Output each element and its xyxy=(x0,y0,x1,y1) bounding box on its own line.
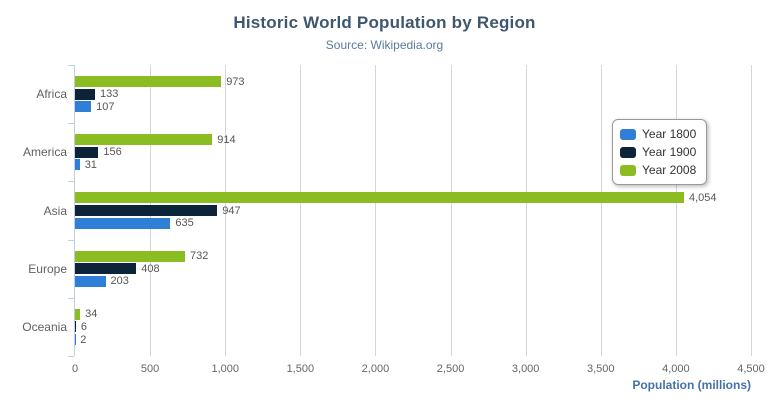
bar-asia-year-2008[interactable] xyxy=(75,192,684,204)
x-tick-label: 4,000 xyxy=(662,363,690,375)
gridline xyxy=(525,65,527,356)
data-label: 31 xyxy=(84,158,97,171)
category-axis-line xyxy=(74,65,75,356)
category-tick xyxy=(68,123,74,124)
category-tick xyxy=(68,240,74,241)
category-tick xyxy=(68,298,74,299)
legend-item-year-1900[interactable]: Year 1900 xyxy=(620,143,696,161)
bar-oceania-year-2008[interactable] xyxy=(75,308,81,320)
data-label: 732 xyxy=(190,250,209,263)
x-tick-label: 2,000 xyxy=(361,363,390,375)
bar-asia-year-1800[interactable] xyxy=(75,217,171,229)
x-tick-label: 2,500 xyxy=(436,363,465,375)
hamburger-menu-icon[interactable] xyxy=(732,19,750,34)
category-label-asia: Asia xyxy=(43,204,67,218)
gridline xyxy=(675,65,677,356)
x-axis-title: Population (millions) xyxy=(632,378,751,392)
data-label: 408 xyxy=(141,262,160,275)
gridline xyxy=(225,65,227,356)
data-label: 635 xyxy=(175,217,194,230)
bar-oceania-year-1900[interactable] xyxy=(75,321,76,333)
legend: Year 1800 Year 1900 Year 2008 xyxy=(612,119,708,185)
category-label-oceania: Oceania xyxy=(22,320,67,334)
x-tick-label: 3,000 xyxy=(511,363,540,375)
x-tick-label: 4,500 xyxy=(737,363,765,375)
bar-europe-year-2008[interactable] xyxy=(75,250,185,262)
gridline xyxy=(600,65,602,356)
bar-america-year-1800[interactable] xyxy=(75,159,80,171)
category-tick xyxy=(68,65,74,66)
category-tick xyxy=(68,181,74,182)
plot-area: 973 133 107 914 156 31 4,054 947 635 732 408 203 34 6… xyxy=(68,65,752,357)
data-label: 4,054 xyxy=(689,191,717,204)
data-label: 2 xyxy=(80,333,87,346)
chart-title: Historic World Population by Region xyxy=(233,13,536,32)
legend-swatch-icon xyxy=(620,146,636,158)
category-label-europe: Europe xyxy=(28,262,67,276)
bar-america-year-2008[interactable] xyxy=(75,134,213,146)
data-label: 107 xyxy=(96,100,115,113)
legend-item-year-1800[interactable]: Year 1800 xyxy=(620,125,696,143)
bar-europe-year-1800[interactable] xyxy=(75,275,106,287)
data-label: 6 xyxy=(80,320,88,333)
x-tick-label: 1,500 xyxy=(286,363,315,375)
category-label-africa: Africa xyxy=(36,87,67,101)
legend-swatch-icon xyxy=(620,164,636,176)
x-tick-label: 1,000 xyxy=(211,363,239,375)
bar-europe-year-1900[interactable] xyxy=(75,263,137,275)
bar-africa-year-2008[interactable] xyxy=(75,76,222,87)
data-label: 133 xyxy=(100,88,119,101)
data-label: 914 xyxy=(217,133,236,146)
gridline xyxy=(450,65,452,356)
legend-label: Year 1800 xyxy=(642,127,697,141)
legend-item-year-2008[interactable]: Year 2008 xyxy=(620,161,696,179)
data-label: 34 xyxy=(85,308,98,321)
gridline xyxy=(300,65,302,356)
category-tick xyxy=(68,356,74,357)
legend-swatch-icon xyxy=(620,128,636,140)
legend-label: Year 2008 xyxy=(642,163,697,177)
bar-asia-year-1900[interactable] xyxy=(75,205,218,216)
gridline xyxy=(751,65,752,356)
bar-africa-year-1800[interactable] xyxy=(75,101,92,113)
data-label: 203 xyxy=(110,275,129,288)
chart-subtitle: Source: Wikipedia.org xyxy=(325,38,444,52)
gridline xyxy=(375,65,377,356)
x-tick-label: 0 xyxy=(71,363,79,375)
legend-label: Year 1900 xyxy=(642,145,697,159)
x-tick-label: 500 xyxy=(140,363,160,375)
bar-america-year-1900[interactable] xyxy=(75,146,99,158)
data-label: 947 xyxy=(222,204,241,217)
bar-africa-year-1900[interactable] xyxy=(75,88,95,100)
category-label-america: America xyxy=(22,145,67,159)
data-label: 156 xyxy=(103,146,122,159)
data-label: 973 xyxy=(226,75,245,88)
x-tick-label: 3,500 xyxy=(587,363,615,375)
